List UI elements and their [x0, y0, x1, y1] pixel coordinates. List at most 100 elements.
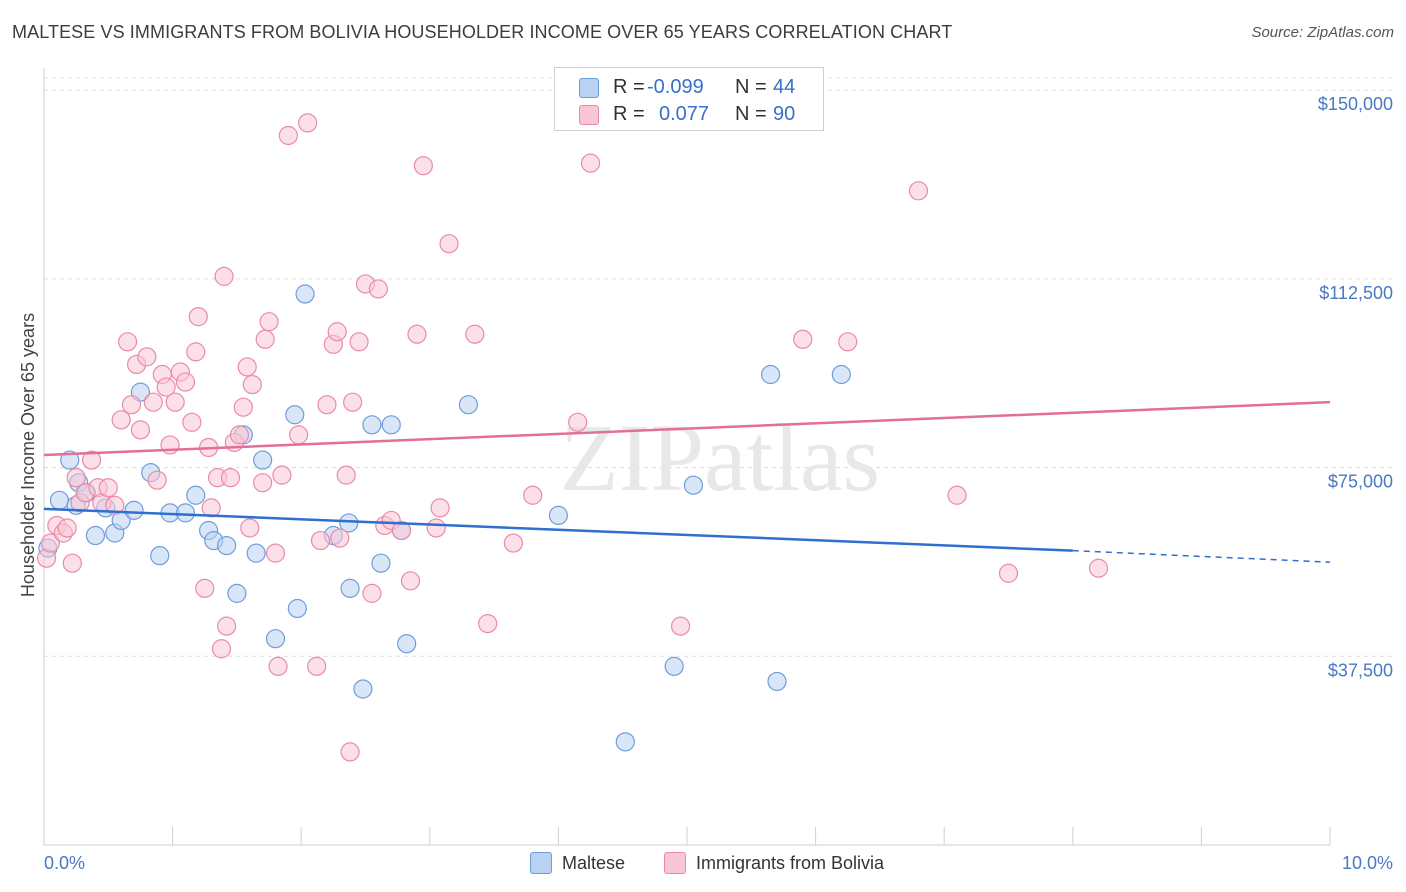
maltese-point [353, 679, 373, 699]
maltese-point [186, 485, 206, 505]
bolivia-point [121, 395, 142, 415]
bolivia-point [580, 153, 601, 173]
x-tick-label: 0.0% [44, 853, 85, 873]
maltese-point [227, 583, 247, 603]
bolivia-trend-line [43, 400, 1331, 457]
bolivia-point [503, 533, 523, 553]
bolivia-point [217, 616, 237, 636]
bolivia-point [117, 332, 138, 352]
bolivia-point [233, 397, 253, 417]
legend-label: Immigrants from Bolivia [696, 852, 885, 873]
bolivia-point [98, 478, 118, 498]
maltese-point [371, 553, 391, 573]
bolivia-point [523, 485, 543, 505]
bolivia-point [568, 412, 588, 432]
maltese-point [124, 500, 144, 520]
maltese-point [85, 525, 106, 546]
y-tick-label: $112,500 [1319, 283, 1393, 303]
maltese-trend-extension [1072, 549, 1331, 563]
bolivia-point [430, 498, 450, 518]
bolivia-point [253, 473, 273, 493]
bolivia-point [340, 742, 360, 762]
bolivia-point [998, 563, 1019, 583]
bolivia-point [40, 533, 61, 553]
maltese-point [615, 732, 635, 752]
axis-labels: $37,500 $75,000 $112,500 $150,000 0.0% 10.0% H… [18, 94, 1393, 873]
bolivia-point [947, 485, 967, 505]
bolivia-point [66, 468, 86, 488]
bolivia-point [147, 470, 167, 490]
bolivia-point [265, 543, 286, 563]
maltese-point [683, 475, 704, 495]
bolivia-point [229, 425, 250, 445]
bolivia-point [838, 332, 858, 352]
bolivia-point [57, 518, 77, 538]
bolivia-point [220, 468, 241, 488]
bolivia-point [391, 520, 412, 541]
r-label: R = [613, 102, 645, 125]
bolivia-point [278, 125, 298, 146]
maltese-point [381, 415, 401, 435]
bolivia-point [439, 234, 459, 254]
data-points [36, 113, 1109, 762]
bolivia-point [908, 181, 929, 201]
maltese-point [150, 546, 170, 566]
bolivia-point [327, 322, 347, 342]
bolivia-point [343, 392, 363, 412]
maltese-point [295, 284, 315, 304]
maltese-point [760, 364, 781, 385]
maltese-point [246, 543, 266, 563]
maltese-point [548, 505, 569, 526]
maltese-point [458, 395, 478, 415]
r-label: R = [613, 75, 645, 98]
maltese-point [175, 503, 196, 523]
bolivia-point [317, 395, 337, 415]
bolivia-point [1088, 558, 1109, 578]
bolivia-point [111, 410, 131, 430]
bolivia-point [242, 374, 262, 395]
axes [43, 68, 1331, 846]
maltese-point [265, 629, 286, 649]
bolivia-point [214, 266, 234, 286]
bolivia-point [670, 616, 691, 636]
bolivia-point [143, 392, 163, 412]
x-tick-label: 10.0% [1342, 853, 1393, 873]
bolivia-point [211, 639, 232, 659]
n-label: N = [735, 102, 767, 125]
bolivia-legend-swatch [664, 852, 686, 874]
bolivia-point [165, 392, 185, 412]
bolivia-point [237, 357, 257, 377]
bolivia-point [310, 530, 331, 551]
y-axis-label: Householder Income Over 65 years [18, 313, 38, 597]
y-tick-label: $37,500 [1328, 660, 1393, 680]
bolivia-point [272, 465, 292, 485]
trend-lines [43, 400, 1331, 563]
bolivia-point [259, 312, 279, 332]
bolivia-swatch [579, 105, 599, 125]
bolivia-point [478, 613, 498, 634]
bolivia-point [62, 553, 82, 573]
bolivia-point [188, 307, 208, 327]
maltese-legend-swatch [530, 852, 552, 874]
maltese-point [339, 513, 359, 533]
bolivia-r-value: 0.077 [659, 102, 710, 125]
maltese-trend-line [43, 507, 1073, 552]
maltese-point [285, 405, 305, 425]
bolivia-point [186, 342, 206, 362]
bolivia-point [298, 113, 318, 133]
maltese-point [287, 598, 307, 619]
bolivia-point [362, 583, 382, 603]
bolivia-point [175, 372, 196, 392]
source-label: Source: ZipAtlas.com [1251, 24, 1394, 41]
maltese-n-value: 44 [773, 75, 796, 98]
bolivia-point [195, 578, 215, 598]
bolivia-point [426, 518, 446, 538]
y-tick-label: $75,000 [1328, 472, 1393, 492]
bolivia-point [793, 329, 813, 349]
bolivia-point [330, 528, 350, 548]
bolivia-point [137, 347, 157, 367]
maltese-point [340, 578, 360, 598]
maltese-point [831, 364, 851, 385]
bolivia-n-value: 90 [773, 102, 796, 125]
